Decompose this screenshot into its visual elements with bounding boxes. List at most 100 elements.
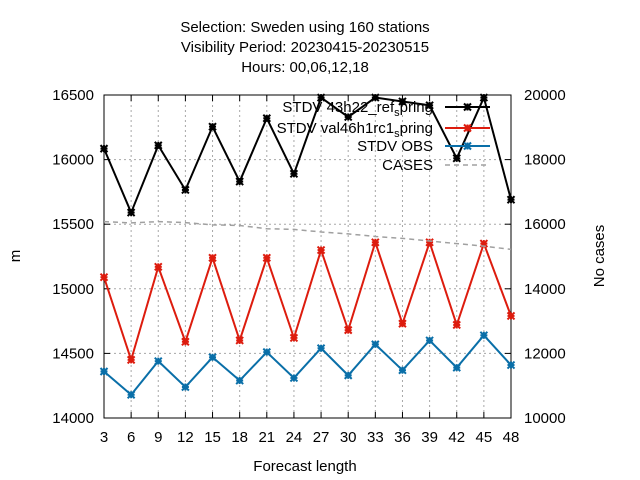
title-line-3: Hours: 00,06,12,18 bbox=[241, 59, 369, 76]
data-point-1 bbox=[343, 325, 353, 335]
data-point-2 bbox=[126, 390, 136, 399]
data-point-0 bbox=[126, 208, 136, 217]
x-tick-label: 3 bbox=[100, 429, 108, 446]
plot-frame bbox=[103, 94, 512, 419]
x-tick-label: 30 bbox=[340, 429, 357, 446]
data-point-2 bbox=[425, 336, 434, 345]
x-tick-label: 45 bbox=[476, 429, 493, 446]
data-point-0 bbox=[154, 141, 163, 150]
data-point-1 bbox=[371, 238, 380, 247]
data-point-0 bbox=[425, 101, 434, 110]
data-point-0 bbox=[343, 112, 353, 122]
legend-label-3: CASES bbox=[382, 157, 433, 174]
legend-label-0: STDV 43h22_refspring bbox=[282, 99, 433, 119]
data-point-2 bbox=[371, 340, 380, 349]
legend-label-2: STDV OBS bbox=[357, 138, 433, 155]
series-layer bbox=[99, 93, 516, 399]
legend-label-part: pring bbox=[400, 120, 433, 137]
data-point-1 bbox=[181, 337, 190, 346]
series-line-1 bbox=[103, 239, 512, 364]
x-tick-label: 36 bbox=[394, 429, 411, 446]
data-point-0 bbox=[235, 177, 244, 186]
legend-label-part: STDV 43h22_ref bbox=[282, 99, 395, 116]
data-point-0 bbox=[99, 144, 109, 153]
data-point-2 bbox=[181, 382, 190, 392]
data-point-1 bbox=[398, 319, 407, 328]
data-point-1 bbox=[425, 238, 434, 247]
series-line-2 bbox=[103, 333, 512, 397]
x-tick-label: 21 bbox=[258, 429, 275, 446]
data-point-1 bbox=[262, 253, 272, 262]
y-axis-label: m bbox=[7, 250, 24, 263]
data-point-0 bbox=[208, 122, 217, 131]
data-point-2 bbox=[99, 367, 109, 376]
x-tick-label: 39 bbox=[421, 429, 438, 446]
data-point-2 bbox=[289, 373, 299, 383]
title-line-1: Selection: Sweden using 160 stations bbox=[180, 19, 429, 36]
legend-label-part: STDV OBS bbox=[357, 138, 433, 155]
data-point-0 bbox=[371, 93, 380, 102]
y2-tick-label: 18000 bbox=[524, 152, 566, 169]
axes: 3 6 9 12 15 18 21 24 27 30 33 36 39 42 45 4814000145001… bbox=[52, 87, 565, 446]
legend-label-part: pring bbox=[400, 99, 433, 116]
x-tick-label: 27 bbox=[313, 429, 330, 446]
data-point-1 bbox=[316, 245, 326, 255]
data-point-2 bbox=[154, 356, 163, 366]
x-tick-label: 18 bbox=[231, 429, 248, 446]
data-point-2 bbox=[262, 347, 272, 357]
x-tick-label: 6 bbox=[127, 429, 135, 446]
y-tick-label: 16000 bbox=[52, 152, 94, 169]
y2-tick-label: 14000 bbox=[524, 281, 566, 298]
data-point-2 bbox=[398, 365, 407, 375]
chart-title: Selection: Sweden using 160 stations Vis… bbox=[180, 19, 429, 76]
y2-tick-label: 16000 bbox=[524, 216, 566, 233]
series-line-0 bbox=[103, 94, 512, 216]
x-tick-label: 42 bbox=[448, 429, 465, 446]
legend-marker-0 bbox=[463, 102, 472, 112]
data-point-0 bbox=[181, 185, 190, 195]
data-point-1 bbox=[289, 333, 299, 343]
data-point-2 bbox=[235, 376, 244, 385]
data-point-0 bbox=[316, 93, 326, 102]
title-line-2: Visibility Period: 20230415-20230515 bbox=[181, 39, 429, 56]
data-point-0 bbox=[506, 195, 516, 204]
x-tick-label: 12 bbox=[177, 429, 194, 446]
legend-label-part: STDV val46h1rc1 bbox=[277, 120, 395, 137]
series-line-3 bbox=[103, 220, 512, 251]
data-point-2 bbox=[452, 363, 461, 372]
data-point-2 bbox=[316, 344, 326, 353]
x-tick-label: 24 bbox=[286, 429, 303, 446]
legend-marker-1 bbox=[463, 123, 472, 133]
y-tick-label: 14000 bbox=[52, 410, 94, 427]
legend-label-sub: s bbox=[394, 128, 400, 140]
x-tick-label: 15 bbox=[204, 429, 221, 446]
y2-axis-label: No cases bbox=[591, 225, 608, 288]
data-point-0 bbox=[479, 93, 489, 102]
x-tick-label: 48 bbox=[503, 429, 520, 446]
y-tick-label: 15500 bbox=[52, 216, 94, 233]
y-tick-label: 16500 bbox=[52, 87, 94, 104]
data-point-2 bbox=[208, 353, 217, 362]
y2-tick-label: 10000 bbox=[524, 410, 566, 427]
data-point-0 bbox=[289, 169, 299, 179]
data-point-1 bbox=[99, 272, 109, 282]
data-point-1 bbox=[506, 311, 516, 321]
data-point-0 bbox=[398, 97, 407, 106]
data-point-0 bbox=[262, 114, 272, 123]
data-point-1 bbox=[452, 320, 461, 330]
data-point-2 bbox=[506, 360, 516, 370]
data-point-1 bbox=[154, 262, 163, 272]
data-point-1 bbox=[235, 336, 244, 345]
y-tick-label: 15000 bbox=[52, 281, 94, 298]
y2-tick-label: 12000 bbox=[524, 345, 566, 362]
y2-tick-label: 20000 bbox=[524, 87, 566, 104]
legend-marker-2 bbox=[463, 141, 472, 151]
data-point-2 bbox=[479, 331, 489, 340]
x-axis-label: Forecast length bbox=[253, 458, 356, 475]
legend-label-1: STDV val46h1rc1spring bbox=[277, 120, 433, 140]
legend-label-sub: s bbox=[394, 107, 400, 119]
data-point-1 bbox=[126, 355, 136, 365]
x-tick-label: 33 bbox=[367, 429, 384, 446]
